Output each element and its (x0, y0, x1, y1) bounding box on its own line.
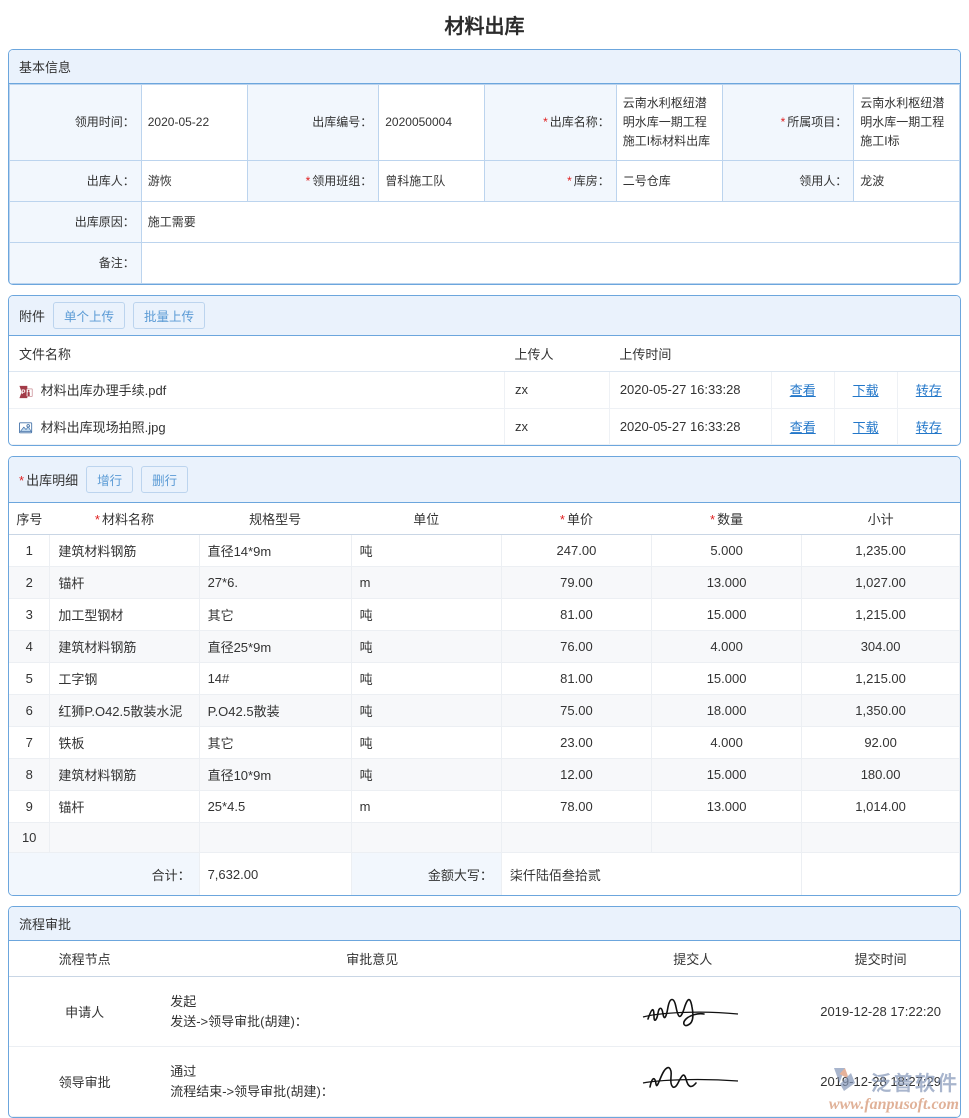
svg-text:P: P (21, 388, 25, 395)
